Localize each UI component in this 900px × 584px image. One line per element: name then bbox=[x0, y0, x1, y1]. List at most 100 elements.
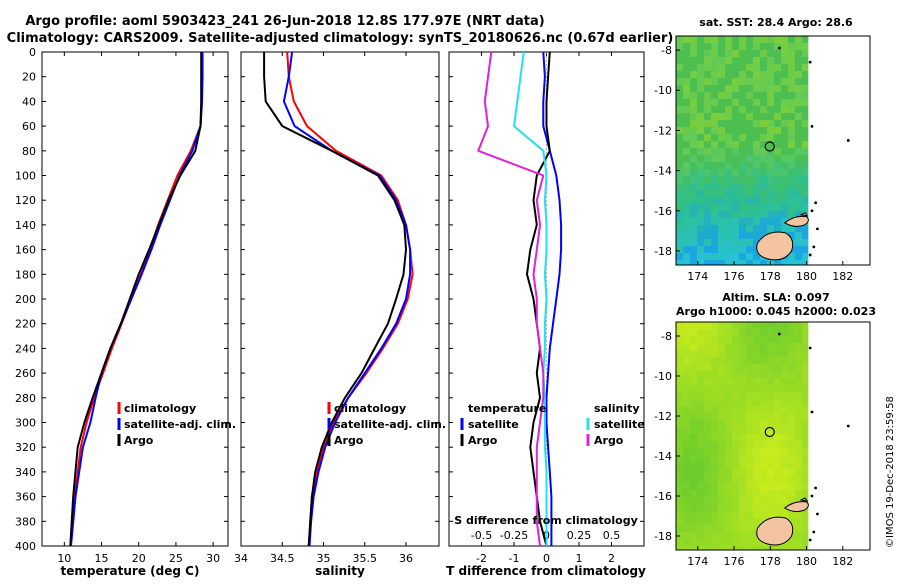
map-cell bbox=[711, 113, 718, 120]
map-cell bbox=[704, 50, 711, 57]
map-cell bbox=[690, 50, 697, 57]
map-cell bbox=[690, 232, 697, 239]
map-cell bbox=[802, 246, 809, 253]
map-cell bbox=[788, 434, 795, 441]
map-cell bbox=[676, 239, 683, 246]
small-island bbox=[808, 60, 812, 64]
map-cell bbox=[746, 378, 753, 385]
map-cell bbox=[704, 455, 711, 462]
map-cell bbox=[802, 106, 809, 113]
map-cell bbox=[697, 329, 704, 336]
map-cell bbox=[732, 99, 739, 106]
map-cell bbox=[676, 176, 683, 183]
map-cell bbox=[774, 483, 781, 490]
map-cell bbox=[753, 336, 760, 343]
map-cell bbox=[746, 141, 753, 148]
map-cell bbox=[767, 197, 774, 204]
map-cell bbox=[802, 92, 809, 99]
map-cell bbox=[732, 260, 739, 265]
map-cell bbox=[767, 413, 774, 420]
map-cell bbox=[690, 204, 697, 211]
map-cell bbox=[676, 546, 683, 550]
map-cell bbox=[781, 225, 788, 232]
map-cell bbox=[690, 260, 697, 265]
map-cell bbox=[795, 497, 802, 504]
map-cell bbox=[704, 218, 711, 225]
map-cell bbox=[753, 78, 760, 85]
map-cell bbox=[795, 385, 802, 392]
difference-series bbox=[477, 51, 563, 547]
small-island bbox=[812, 245, 816, 249]
map-cell bbox=[725, 43, 732, 50]
map-cell bbox=[774, 490, 781, 497]
map-cell bbox=[725, 190, 732, 197]
map-cell bbox=[683, 253, 690, 260]
map-cell bbox=[788, 406, 795, 413]
map-cell bbox=[739, 253, 746, 260]
map-cell bbox=[753, 504, 760, 511]
map-cell bbox=[711, 64, 718, 71]
map-cell bbox=[795, 120, 802, 127]
map-cell bbox=[753, 120, 760, 127]
map-cell bbox=[732, 441, 739, 448]
map-cell bbox=[781, 378, 788, 385]
y-tick-label: -16 bbox=[654, 205, 672, 218]
map-cell bbox=[732, 392, 739, 399]
map-cell bbox=[690, 357, 697, 364]
map-cell bbox=[781, 99, 788, 106]
map-cell bbox=[795, 85, 802, 92]
map-cell bbox=[718, 392, 725, 399]
map-cell bbox=[718, 162, 725, 169]
map-cell bbox=[802, 113, 809, 120]
map-cell bbox=[802, 483, 809, 490]
map-cell bbox=[676, 78, 683, 85]
y-tick-label: 60 bbox=[22, 120, 36, 133]
map-cell bbox=[718, 253, 725, 260]
map-cell bbox=[753, 232, 760, 239]
map-cell bbox=[704, 211, 711, 218]
map-cell bbox=[746, 504, 753, 511]
map-cell bbox=[739, 364, 746, 371]
map-cell bbox=[676, 357, 683, 364]
map-cell bbox=[760, 476, 767, 483]
map-cell bbox=[718, 525, 725, 532]
map-cell bbox=[690, 169, 697, 176]
map-cell bbox=[760, 448, 767, 455]
map-cell bbox=[781, 469, 788, 476]
map-cell bbox=[788, 50, 795, 57]
map-cell bbox=[795, 162, 802, 169]
map-cell bbox=[683, 218, 690, 225]
map-cell bbox=[739, 413, 746, 420]
map-cell bbox=[781, 148, 788, 155]
map-cell bbox=[739, 448, 746, 455]
map-cell bbox=[697, 483, 704, 490]
map-cell bbox=[711, 36, 718, 43]
map-cell bbox=[683, 392, 690, 399]
map-cell bbox=[753, 148, 760, 155]
y-tick-label: 260 bbox=[15, 367, 36, 380]
map-cell bbox=[795, 127, 802, 134]
map-cell bbox=[676, 99, 683, 106]
map-cell bbox=[725, 253, 732, 260]
map-cell bbox=[774, 441, 781, 448]
map-cell bbox=[739, 399, 746, 406]
map-cell bbox=[802, 232, 809, 239]
y-tick-label: -18 bbox=[654, 245, 672, 258]
map-cell bbox=[704, 441, 711, 448]
map-cell bbox=[760, 148, 767, 155]
map-cell bbox=[704, 239, 711, 246]
map-frame bbox=[675, 321, 871, 551]
map-cell bbox=[704, 204, 711, 211]
map-cell bbox=[746, 148, 753, 155]
map-cell bbox=[711, 532, 718, 539]
map-cell bbox=[788, 36, 795, 43]
map-cell bbox=[739, 239, 746, 246]
map-cell bbox=[788, 518, 795, 525]
map-cell bbox=[788, 343, 795, 350]
map-cell bbox=[739, 455, 746, 462]
legend-satellite: satellite-adj. clim. bbox=[334, 418, 446, 431]
map-cell bbox=[718, 462, 725, 469]
map-cell bbox=[704, 343, 711, 350]
map-cell bbox=[683, 78, 690, 85]
map-cell bbox=[781, 357, 788, 364]
